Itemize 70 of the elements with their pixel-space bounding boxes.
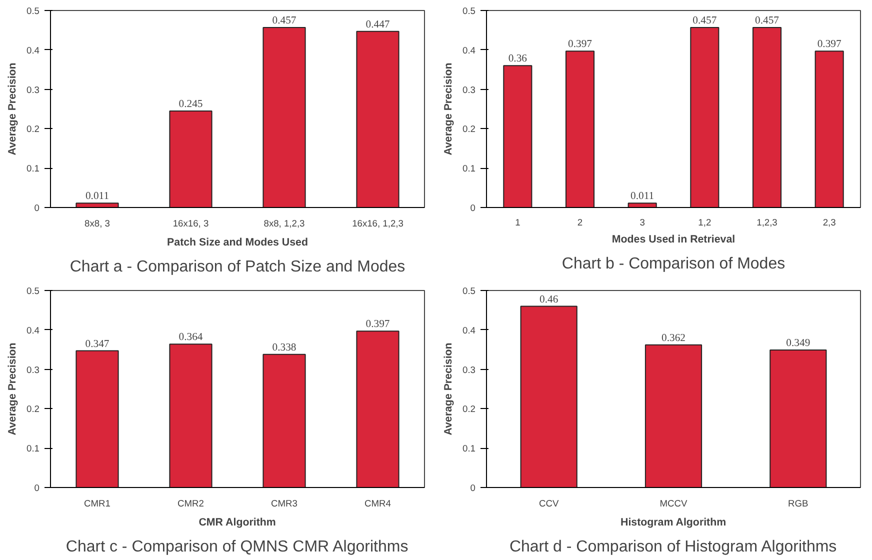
text: Chart d - Comparison of Histogram Algorithms bbox=[509, 538, 837, 556]
data-label: 0.447 bbox=[366, 19, 390, 30]
data-label: 0.349 bbox=[786, 338, 810, 349]
text: Chart c - Comparison of QMNS CMR Algorithms bbox=[66, 538, 408, 556]
y-axis-title: Average Precision bbox=[442, 62, 455, 156]
text: Chart a - Comparison of Patch Size and Modes bbox=[70, 258, 406, 276]
data-label: 0.36 bbox=[508, 54, 528, 65]
x-tick-label: MCCV bbox=[660, 498, 688, 508]
x-tick-label: CMR1 bbox=[84, 498, 110, 508]
x-tick-label: 3 bbox=[640, 218, 645, 228]
y-axis-title: Average Precision bbox=[442, 342, 455, 436]
data-label: 0.364 bbox=[178, 332, 204, 344]
data-label: 0.338 bbox=[272, 342, 296, 354]
x-tick-label: 1 bbox=[515, 218, 520, 228]
data-label: 0.397 bbox=[366, 319, 390, 330]
y-tick-label: 0.2 bbox=[26, 124, 40, 134]
x-tick-label: CMR2 bbox=[178, 498, 204, 508]
x-tick-label: 1,2,3 bbox=[756, 218, 778, 228]
data-label: 0.457 bbox=[272, 15, 297, 26]
y-tick-label: 0.2 bbox=[26, 404, 40, 414]
y-tick-label: 0 bbox=[470, 203, 476, 213]
x-axis-title: Patch Size and Modes Used bbox=[167, 236, 308, 248]
data-label: 0.011 bbox=[85, 191, 110, 202]
x-tick-label: 2,3 bbox=[822, 218, 836, 228]
x-tick-label: 1,2 bbox=[698, 218, 712, 228]
y-tick-label: 0.5 bbox=[26, 286, 40, 296]
y-tick-label: 0.5 bbox=[26, 6, 40, 16]
y-tick-label: 0.4 bbox=[462, 45, 476, 56]
y-tick-label: 0.1 bbox=[26, 444, 40, 454]
x-axis-title: Histogram Algorithm bbox=[620, 516, 726, 528]
y-tick-label: 0 bbox=[34, 203, 40, 213]
data-label: 0.011 bbox=[630, 191, 654, 202]
y-tick-label: 0 bbox=[470, 483, 476, 493]
data-label: 0.397 bbox=[568, 39, 593, 50]
y-tick-label: 0.5 bbox=[462, 286, 476, 296]
data-label: 0.46 bbox=[540, 294, 559, 306]
x-tick-label: 8x8, 3 bbox=[84, 218, 110, 228]
y-tick-label: 0.4 bbox=[26, 45, 40, 56]
x-tick-label: CCV bbox=[538, 498, 560, 508]
data-label: 0.397 bbox=[817, 39, 842, 50]
y-tick-label: 0.3 bbox=[26, 364, 40, 375]
y-tick-label: 0.3 bbox=[462, 364, 476, 375]
y-tick-label: 0.4 bbox=[462, 325, 476, 336]
y-tick-label: 0.2 bbox=[462, 404, 476, 414]
data-label: 0.457 bbox=[692, 15, 718, 26]
x-tick-label: RGB bbox=[788, 498, 808, 508]
x-tick-label: 8x8, 1,2,3 bbox=[264, 218, 305, 228]
y-tick-label: 0.1 bbox=[26, 164, 40, 174]
x-tick-label: 2 bbox=[577, 218, 583, 228]
y-tick-label: 0.4 bbox=[26, 325, 40, 336]
y-tick-label: 0.3 bbox=[462, 84, 476, 95]
x-tick-label: CMR3 bbox=[271, 498, 298, 508]
x-axis-title: CMR Algorithm bbox=[198, 516, 276, 528]
x-axis-title: Modes Used in Retrieval bbox=[612, 234, 736, 246]
y-tick-label: 0 bbox=[34, 483, 40, 493]
y-axis-title: Average Precision bbox=[6, 342, 19, 436]
x-tick-label: 16x16, 1,2,3 bbox=[352, 218, 404, 228]
data-label: 0.347 bbox=[85, 338, 110, 350]
text: Chart b - Comparison of Modes bbox=[562, 256, 786, 272]
x-tick-label: 16x16, 3 bbox=[172, 218, 209, 228]
y-tick-label: 0.1 bbox=[462, 444, 476, 454]
y-tick-label: 0.5 bbox=[462, 6, 476, 16]
data-label: 0.245 bbox=[178, 98, 203, 110]
y-tick-label: 0.1 bbox=[462, 164, 476, 174]
y-tick-label: 0.3 bbox=[26, 84, 40, 95]
y-tick-label: 0.2 bbox=[462, 124, 476, 134]
y-axis-title: Average Precision bbox=[6, 62, 19, 156]
x-tick-label: CMR4 bbox=[364, 498, 391, 508]
data-label: 0.362 bbox=[662, 332, 686, 344]
data-label: 0.457 bbox=[755, 15, 780, 26]
